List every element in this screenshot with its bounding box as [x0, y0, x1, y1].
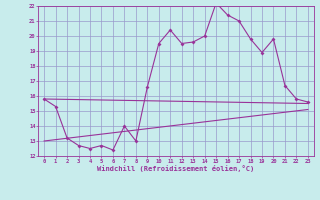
X-axis label: Windchill (Refroidissement éolien,°C): Windchill (Refroidissement éolien,°C)	[97, 165, 255, 172]
